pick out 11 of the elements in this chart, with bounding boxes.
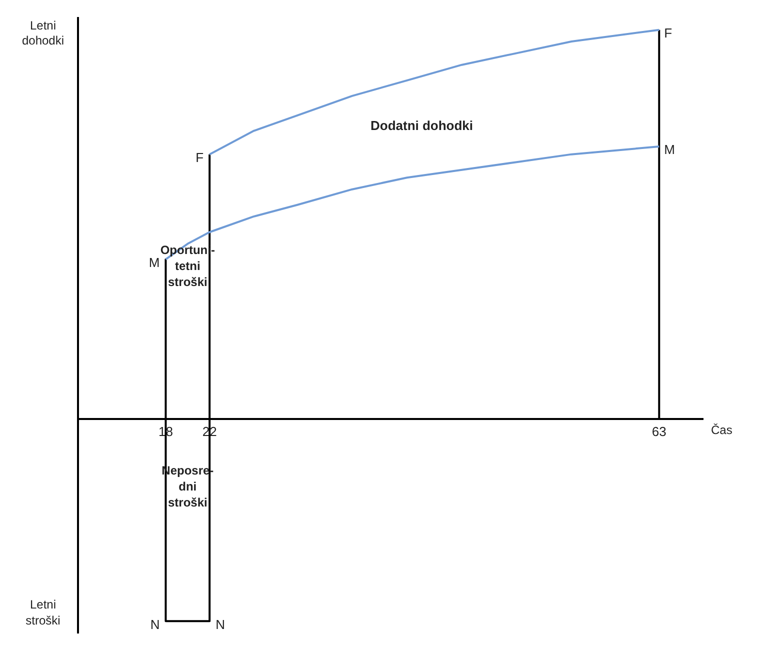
series-label: M <box>664 142 675 158</box>
y-axis-title: Letni dohodki <box>22 18 64 48</box>
text: M <box>148 254 160 270</box>
annotation: Dodatni dohodki <box>370 118 474 133</box>
annotation: N <box>216 616 225 632</box>
series-label: F <box>664 25 672 40</box>
text: F <box>196 150 204 165</box>
text: Letni stroški <box>26 597 60 628</box>
x-tick-label: 63 <box>652 424 666 440</box>
x-axis-title: Čas <box>711 423 732 438</box>
annotation: N <box>150 616 160 632</box>
